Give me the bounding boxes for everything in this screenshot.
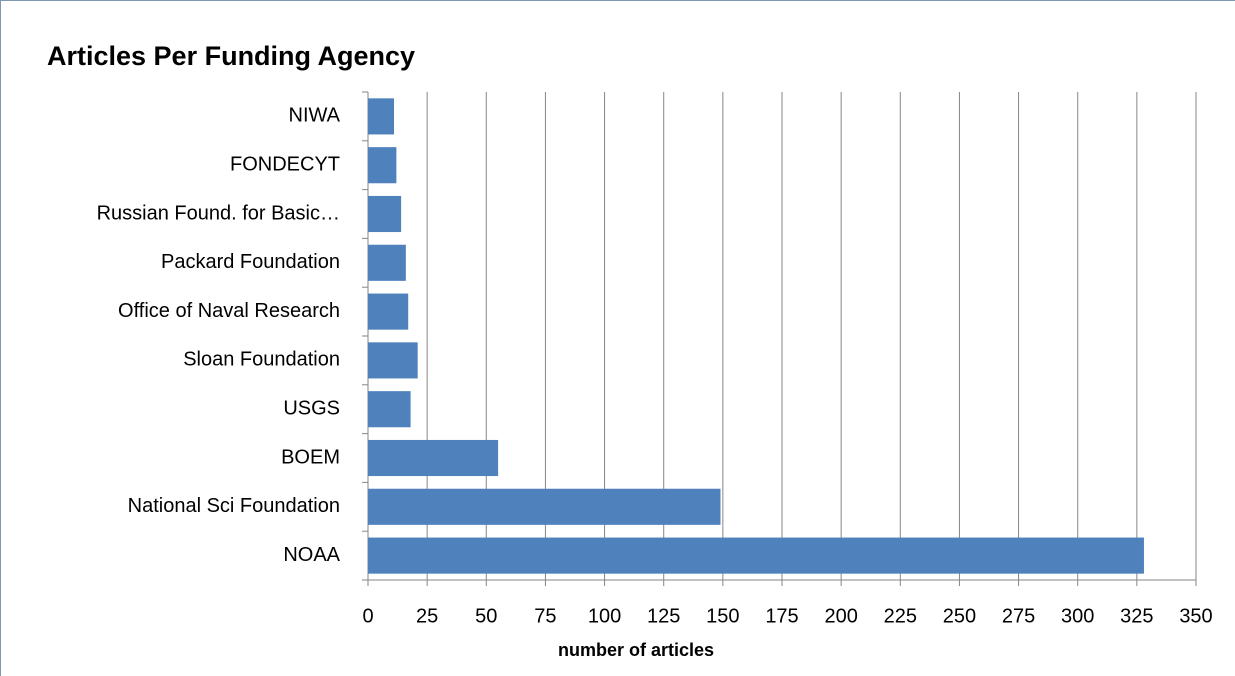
x-tick-label: 225: [884, 605, 917, 627]
y-tick-label: Sloan Foundation: [183, 349, 340, 371]
bar: [368, 391, 411, 428]
bar: [368, 244, 406, 281]
x-tick-label: 125: [647, 605, 680, 627]
bar: [368, 98, 395, 135]
bar: [368, 439, 499, 477]
x-tick-label: 0: [362, 605, 373, 627]
x-tick-label: 75: [534, 605, 556, 627]
bar: [368, 342, 418, 379]
x-tick-label: 50: [475, 605, 497, 627]
y-tick-label: NOAA: [283, 544, 340, 566]
x-tick-label: 350: [1179, 605, 1212, 627]
y-tick-label: National Sci Foundation: [128, 495, 340, 517]
x-tick-label: 100: [588, 605, 621, 627]
x-tick-label: 150: [706, 605, 739, 627]
x-tick-label: 325: [1120, 605, 1153, 627]
bar: [368, 293, 409, 330]
chart-title: Articles Per Funding Agency: [47, 41, 415, 71]
y-tick-label: Packard Foundation: [161, 251, 340, 273]
bar: [368, 195, 402, 233]
y-tick-label: BOEM: [281, 446, 340, 468]
y-tick-label: Russian Found. for Basic…: [97, 202, 340, 224]
x-tick-label: 175: [765, 605, 798, 627]
x-tick-label: 300: [1061, 605, 1094, 627]
bar: [368, 147, 397, 184]
x-axis-title: number of articles: [558, 640, 714, 660]
x-tick-label: 275: [1002, 605, 1035, 627]
x-tick-label: 25: [416, 605, 438, 627]
bar: [368, 537, 1144, 574]
x-tick-label: 250: [943, 605, 976, 627]
y-tick-label: FONDECYT: [230, 153, 340, 175]
bar: [368, 488, 721, 525]
x-tick-label: 200: [824, 605, 857, 627]
y-tick-label: USGS: [283, 397, 340, 419]
y-tick-label: NIWA: [289, 105, 341, 127]
y-tick-label: Office of Naval Research: [118, 300, 340, 322]
